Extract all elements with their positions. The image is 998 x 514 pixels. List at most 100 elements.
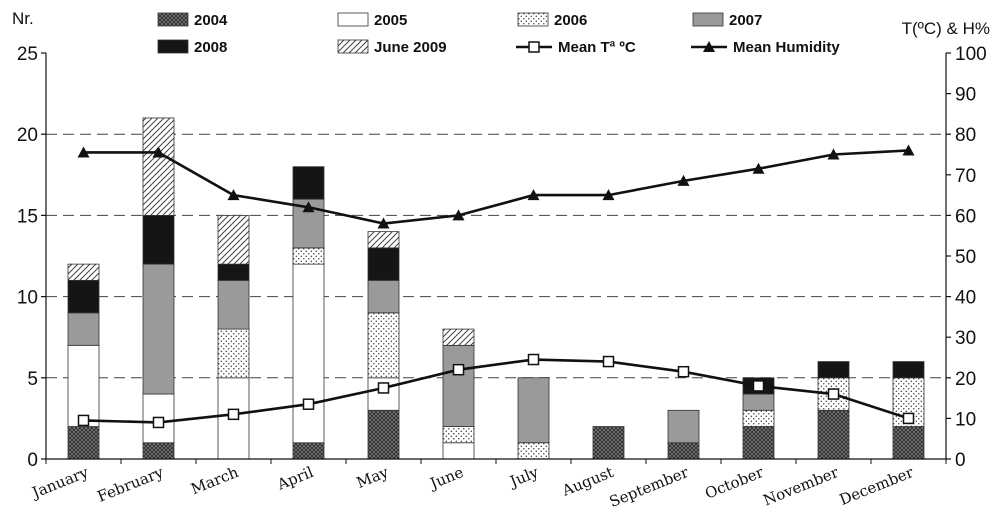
x-tick-label: May — [354, 463, 392, 492]
temperature-point — [227, 408, 240, 421]
humidity-point — [77, 146, 90, 158]
legend-label: 2008 — [194, 39, 227, 56]
temperature-point — [302, 398, 315, 410]
bar-segment-2007 — [67, 312, 100, 346]
bar-segment-2006 — [442, 426, 475, 444]
humidity-point — [752, 162, 765, 174]
legend: 2004 2005 2006 2007 2008 June 2009 Mean Tª ºC M… — [157, 12, 840, 56]
bar-segment-june-2009 — [442, 328, 475, 346]
bar-segment-2008 — [892, 361, 925, 379]
legend-label: 2004 — [194, 12, 228, 29]
bar-segment-2004 — [592, 426, 625, 460]
temperature-point — [77, 414, 90, 427]
line-mean-humidity — [83, 149, 909, 225]
humidity-point — [452, 209, 465, 221]
bar-segment-2004 — [367, 409, 400, 460]
line-mean-t-c — [83, 358, 909, 424]
bar-segment-2007 — [142, 263, 175, 395]
bar-segment-2006 — [217, 328, 250, 379]
legend-label: 2005 — [374, 12, 407, 29]
x-tick-label: October — [702, 463, 766, 503]
legend-swatch-june-2009 — [337, 39, 369, 54]
humidity-point — [377, 217, 390, 229]
y-tick-label-left: 25 — [17, 44, 38, 65]
x-tick-label: April — [274, 463, 316, 494]
humidity-point — [677, 174, 690, 186]
grid-lines — [46, 133, 946, 379]
legend-label: June 2009 — [374, 39, 447, 56]
bar-segment-2008 — [292, 166, 325, 200]
x-tick-label: July — [506, 463, 542, 491]
y-tick-label-left: 15 — [17, 206, 38, 227]
bar-segment-2006 — [517, 442, 550, 460]
legend-swatch-2007 — [692, 12, 724, 27]
y-tick-label-right: 60 — [955, 206, 976, 227]
bar-segment-2007 — [742, 393, 775, 411]
bar-segment-2008 — [142, 214, 175, 265]
humidity-point — [902, 144, 915, 156]
bars — [67, 117, 925, 460]
bar-segment-june-2009 — [142, 117, 175, 216]
temperature-point — [827, 388, 840, 400]
legend-swatch-2006 — [517, 12, 549, 27]
y-tick-label-right: 30 — [955, 328, 976, 349]
bar-segment-2004 — [817, 409, 850, 460]
y-tick-label-right: 50 — [955, 247, 976, 268]
bar-segment-2007 — [517, 377, 550, 444]
y-axis-title-left: Nr. — [12, 9, 34, 28]
y-axis-title-right: T(ºC) & H% — [902, 19, 990, 38]
legend-label: Mean Tª ºC — [558, 39, 636, 56]
bar-segment-2004 — [667, 442, 700, 460]
y-tick-label-left: 10 — [17, 288, 38, 309]
axes — [41, 52, 951, 464]
temperature-point — [377, 382, 390, 394]
humidity-point — [527, 189, 540, 201]
legend-marker-triangle — [703, 41, 715, 52]
x-tick-label: November — [761, 463, 842, 510]
x-tick-label: February — [95, 463, 167, 506]
legend-label: 2006 — [554, 12, 587, 29]
line-series — [77, 144, 915, 429]
bar-segment-2004 — [892, 426, 925, 460]
y-tick-label-right: 90 — [955, 85, 976, 106]
legend-marker-square — [528, 41, 540, 53]
y-tick-label-right: 40 — [955, 288, 976, 309]
humidity-point — [827, 148, 840, 160]
bar-segment-june-2009 — [367, 231, 400, 249]
bar-segment-2004 — [67, 426, 100, 460]
bar-segment-2008 — [367, 247, 400, 281]
legend-label: Mean Humidity — [733, 39, 840, 56]
bar-segment-2005 — [442, 442, 475, 460]
legend-swatch-2005 — [337, 12, 369, 27]
bar-segment-2006 — [292, 247, 325, 265]
temperature-point — [902, 412, 915, 425]
bar-segment-2004 — [142, 442, 175, 460]
humidity-point — [227, 189, 240, 201]
humidity-point — [602, 189, 615, 201]
y-tick-label-right: 100 — [955, 44, 987, 65]
legend-swatch-2004 — [157, 12, 189, 27]
bar-segment-2007 — [667, 409, 700, 444]
bar-segment-2007 — [217, 279, 250, 330]
temperature-point — [602, 355, 615, 368]
bar-segment-2004 — [292, 442, 325, 460]
x-tick-label: June — [426, 463, 466, 493]
bar-segment-2006 — [367, 312, 400, 379]
y-tick-label-right: 20 — [955, 369, 976, 390]
bar-segment-2008 — [217, 263, 250, 281]
humidity-point — [152, 146, 165, 158]
y-tick-label-right: 70 — [955, 166, 976, 187]
bar-segment-2006 — [742, 409, 775, 427]
x-tick-label: September — [607, 463, 692, 511]
bar-segment-2008 — [817, 361, 850, 379]
temperature-point — [527, 353, 540, 366]
bar-segment-2005 — [292, 263, 325, 444]
temperature-point — [452, 363, 465, 376]
temperature-point — [152, 416, 165, 429]
bar-segment-june-2009 — [67, 263, 100, 281]
bar-segment-june-2009 — [217, 214, 250, 265]
y-tick-label-left: 0 — [27, 450, 38, 471]
y-tick-label-right: 10 — [955, 409, 976, 430]
y-tick-label-right: 80 — [955, 125, 976, 146]
